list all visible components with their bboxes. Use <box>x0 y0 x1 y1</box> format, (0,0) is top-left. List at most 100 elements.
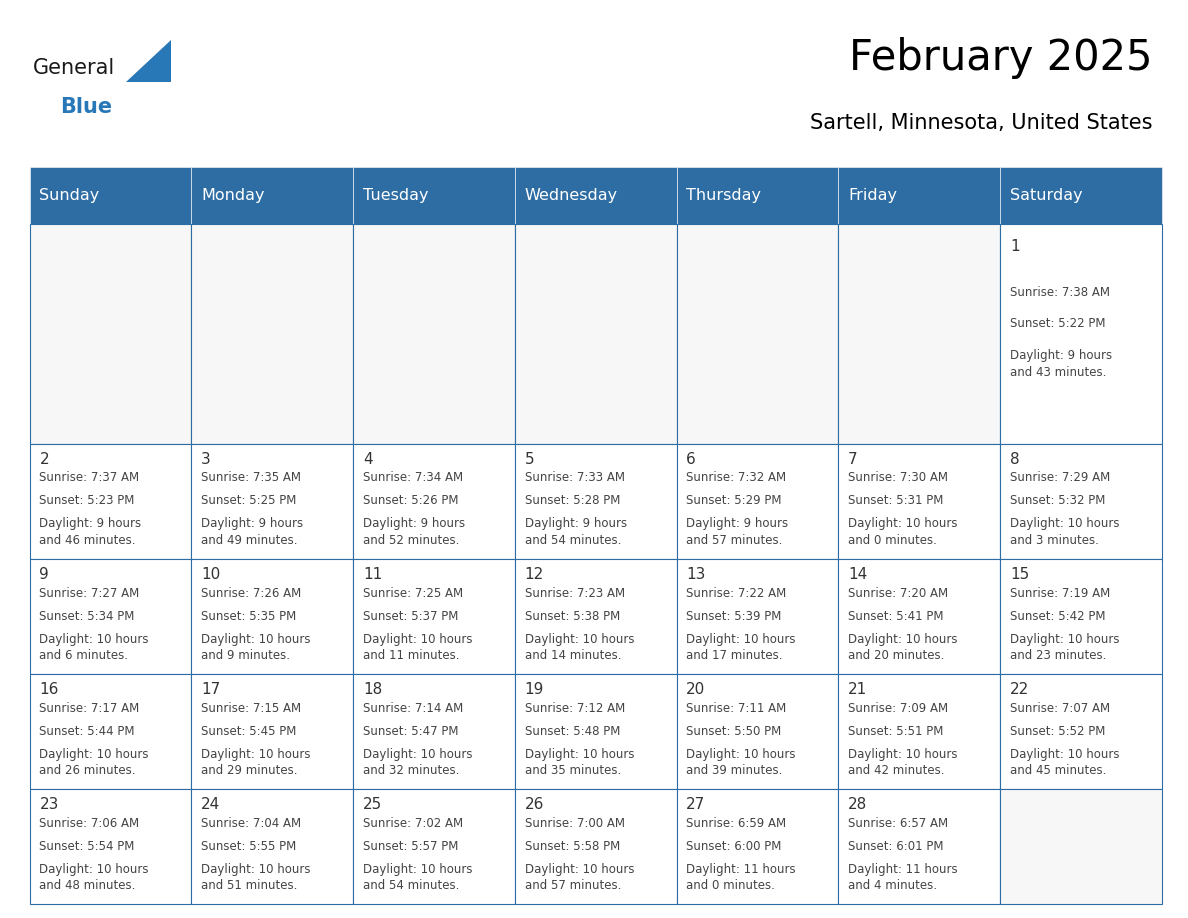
Text: Daylight: 10 hours
and 57 minutes.: Daylight: 10 hours and 57 minutes. <box>525 863 634 892</box>
Text: Sunrise: 7:20 AM: Sunrise: 7:20 AM <box>848 587 948 599</box>
Text: Sunrise: 7:09 AM: Sunrise: 7:09 AM <box>848 701 948 714</box>
Text: 13: 13 <box>687 567 706 582</box>
Text: Sunset: 5:32 PM: Sunset: 5:32 PM <box>1010 495 1105 508</box>
Text: Thursday: Thursday <box>687 188 762 203</box>
Text: Daylight: 10 hours
and 32 minutes.: Daylight: 10 hours and 32 minutes. <box>362 747 473 778</box>
FancyBboxPatch shape <box>353 167 514 224</box>
Text: 12: 12 <box>525 567 544 582</box>
Text: Sunrise: 7:00 AM: Sunrise: 7:00 AM <box>525 817 625 830</box>
Text: Sunset: 5:51 PM: Sunset: 5:51 PM <box>848 724 943 738</box>
Text: Sunday: Sunday <box>39 188 100 203</box>
Text: 14: 14 <box>848 567 867 582</box>
FancyBboxPatch shape <box>1000 789 1162 904</box>
Text: 7: 7 <box>848 452 858 467</box>
Text: Daylight: 9 hours
and 46 minutes.: Daylight: 9 hours and 46 minutes. <box>39 518 141 547</box>
Text: Daylight: 10 hours
and 20 minutes.: Daylight: 10 hours and 20 minutes. <box>848 633 958 662</box>
Text: Daylight: 10 hours
and 48 minutes.: Daylight: 10 hours and 48 minutes. <box>39 863 148 892</box>
Text: 21: 21 <box>848 682 867 697</box>
Text: Sunset: 6:00 PM: Sunset: 6:00 PM <box>687 840 782 853</box>
FancyBboxPatch shape <box>514 224 677 443</box>
Text: Daylight: 10 hours
and 17 minutes.: Daylight: 10 hours and 17 minutes. <box>687 633 796 662</box>
FancyBboxPatch shape <box>191 224 353 443</box>
FancyBboxPatch shape <box>30 167 191 224</box>
Text: Blue: Blue <box>59 96 112 117</box>
Text: Sunrise: 7:23 AM: Sunrise: 7:23 AM <box>525 587 625 599</box>
Text: 19: 19 <box>525 682 544 697</box>
Text: Sunrise: 6:57 AM: Sunrise: 6:57 AM <box>848 817 948 830</box>
Text: Sunset: 5:48 PM: Sunset: 5:48 PM <box>525 724 620 738</box>
Text: Sunrise: 7:14 AM: Sunrise: 7:14 AM <box>362 701 463 714</box>
Text: 6: 6 <box>687 452 696 467</box>
Text: Sunset: 5:41 PM: Sunset: 5:41 PM <box>848 610 943 622</box>
Text: Wednesday: Wednesday <box>525 188 618 203</box>
Text: Sunset: 5:38 PM: Sunset: 5:38 PM <box>525 610 620 622</box>
FancyBboxPatch shape <box>514 559 677 674</box>
Text: Daylight: 9 hours
and 49 minutes.: Daylight: 9 hours and 49 minutes. <box>201 518 303 547</box>
Text: Daylight: 10 hours
and 3 minutes.: Daylight: 10 hours and 3 minutes. <box>1010 518 1119 547</box>
Text: Sartell, Minnesota, United States: Sartell, Minnesota, United States <box>810 113 1152 133</box>
Text: Sunset: 5:23 PM: Sunset: 5:23 PM <box>39 495 134 508</box>
Text: Sunset: 5:22 PM: Sunset: 5:22 PM <box>1010 318 1105 330</box>
FancyBboxPatch shape <box>839 167 1000 224</box>
Text: Daylight: 11 hours
and 0 minutes.: Daylight: 11 hours and 0 minutes. <box>687 863 796 892</box>
Text: 17: 17 <box>201 682 221 697</box>
Text: Sunset: 5:31 PM: Sunset: 5:31 PM <box>848 495 943 508</box>
FancyBboxPatch shape <box>191 559 353 674</box>
Text: Sunset: 5:47 PM: Sunset: 5:47 PM <box>362 724 459 738</box>
Text: Sunset: 5:42 PM: Sunset: 5:42 PM <box>1010 610 1105 622</box>
Text: Friday: Friday <box>848 188 897 203</box>
FancyBboxPatch shape <box>191 789 353 904</box>
Text: Daylight: 10 hours
and 9 minutes.: Daylight: 10 hours and 9 minutes. <box>201 633 310 662</box>
Text: 24: 24 <box>201 797 221 812</box>
Text: General: General <box>33 58 115 78</box>
Text: Sunset: 5:35 PM: Sunset: 5:35 PM <box>201 610 296 622</box>
FancyBboxPatch shape <box>30 674 191 789</box>
Text: Daylight: 10 hours
and 39 minutes.: Daylight: 10 hours and 39 minutes. <box>687 747 796 778</box>
FancyBboxPatch shape <box>514 167 677 224</box>
Text: Sunset: 5:58 PM: Sunset: 5:58 PM <box>525 840 620 853</box>
Text: Daylight: 10 hours
and 54 minutes.: Daylight: 10 hours and 54 minutes. <box>362 863 473 892</box>
Text: 26: 26 <box>525 797 544 812</box>
Text: Daylight: 10 hours
and 26 minutes.: Daylight: 10 hours and 26 minutes. <box>39 747 148 778</box>
Text: Sunrise: 7:02 AM: Sunrise: 7:02 AM <box>362 817 463 830</box>
Polygon shape <box>126 39 171 82</box>
FancyBboxPatch shape <box>514 674 677 789</box>
Text: 8: 8 <box>1010 452 1019 467</box>
Text: Daylight: 10 hours
and 6 minutes.: Daylight: 10 hours and 6 minutes. <box>39 633 148 662</box>
Text: Sunrise: 7:29 AM: Sunrise: 7:29 AM <box>1010 471 1110 485</box>
Text: 2: 2 <box>39 452 49 467</box>
FancyBboxPatch shape <box>677 224 839 443</box>
Text: 27: 27 <box>687 797 706 812</box>
FancyBboxPatch shape <box>839 443 1000 559</box>
FancyBboxPatch shape <box>514 789 677 904</box>
Text: Daylight: 10 hours
and 11 minutes.: Daylight: 10 hours and 11 minutes. <box>362 633 473 662</box>
Text: Daylight: 9 hours
and 43 minutes.: Daylight: 9 hours and 43 minutes. <box>1010 349 1112 379</box>
Text: Sunset: 5:29 PM: Sunset: 5:29 PM <box>687 495 782 508</box>
Text: Daylight: 11 hours
and 4 minutes.: Daylight: 11 hours and 4 minutes. <box>848 863 958 892</box>
Text: 25: 25 <box>362 797 383 812</box>
Text: Sunset: 5:25 PM: Sunset: 5:25 PM <box>201 495 297 508</box>
Text: Sunrise: 7:22 AM: Sunrise: 7:22 AM <box>687 587 786 599</box>
FancyBboxPatch shape <box>839 559 1000 674</box>
Text: Sunset: 5:57 PM: Sunset: 5:57 PM <box>362 840 459 853</box>
FancyBboxPatch shape <box>191 443 353 559</box>
FancyBboxPatch shape <box>1000 224 1162 443</box>
FancyBboxPatch shape <box>191 674 353 789</box>
Text: Sunrise: 7:04 AM: Sunrise: 7:04 AM <box>201 817 302 830</box>
FancyBboxPatch shape <box>30 789 191 904</box>
Text: Sunset: 5:34 PM: Sunset: 5:34 PM <box>39 610 134 622</box>
Text: Sunset: 5:39 PM: Sunset: 5:39 PM <box>687 610 782 622</box>
FancyBboxPatch shape <box>353 443 514 559</box>
Text: Sunrise: 7:19 AM: Sunrise: 7:19 AM <box>1010 587 1110 599</box>
FancyBboxPatch shape <box>677 559 839 674</box>
Text: Sunrise: 7:07 AM: Sunrise: 7:07 AM <box>1010 701 1110 714</box>
Text: Sunrise: 7:30 AM: Sunrise: 7:30 AM <box>848 471 948 485</box>
FancyBboxPatch shape <box>677 789 839 904</box>
Text: 15: 15 <box>1010 567 1029 582</box>
FancyBboxPatch shape <box>839 789 1000 904</box>
Text: 18: 18 <box>362 682 383 697</box>
Text: Daylight: 9 hours
and 57 minutes.: Daylight: 9 hours and 57 minutes. <box>687 518 789 547</box>
Text: Sunset: 5:37 PM: Sunset: 5:37 PM <box>362 610 459 622</box>
FancyBboxPatch shape <box>30 443 191 559</box>
Text: Daylight: 10 hours
and 14 minutes.: Daylight: 10 hours and 14 minutes. <box>525 633 634 662</box>
